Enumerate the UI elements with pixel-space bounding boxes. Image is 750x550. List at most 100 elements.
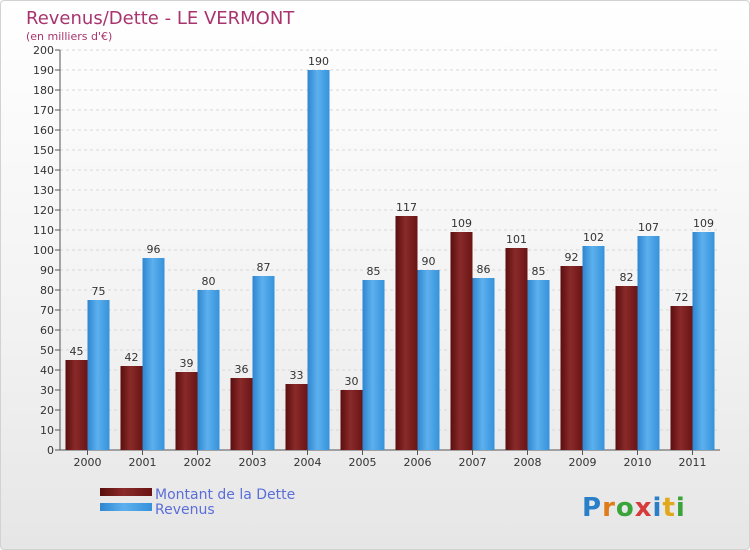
bar-debt (670, 306, 693, 450)
y-tick-label: 170 (33, 104, 54, 117)
bar-debt (615, 286, 638, 450)
y-tick-label: 40 (40, 364, 54, 377)
x-tick-label: 2002 (184, 456, 212, 469)
proxiti-logo: Proxiti (582, 493, 686, 523)
bar-revenus (362, 280, 385, 450)
y-tick-label: 140 (33, 164, 54, 177)
x-tick-label: 2010 (624, 456, 652, 469)
bar-revenus (87, 300, 110, 450)
legend-label-debt: Montant de la Dette (155, 487, 295, 503)
legend-label-revenus: Revenus (155, 502, 215, 518)
logo-letter: o (616, 493, 635, 523)
data-label-debt: 39 (180, 357, 194, 370)
data-label-revenus: 102 (583, 231, 604, 244)
x-tick-label: 2001 (129, 456, 157, 469)
logo-letter: P (582, 493, 602, 523)
y-tick-label: 70 (40, 304, 54, 317)
x-tick-label: 2008 (514, 456, 542, 469)
data-label-debt: 30 (345, 375, 359, 388)
bar-debt (175, 372, 198, 450)
x-tick-label: 2007 (459, 456, 487, 469)
data-label-debt: 109 (451, 217, 472, 230)
bars (65, 70, 715, 450)
bar-debt (120, 366, 143, 450)
y-tick-label: 50 (40, 344, 54, 357)
logo-letter: r (602, 493, 616, 523)
legend: Montant de la Dette Revenus (100, 487, 295, 518)
y-tick-label: 120 (33, 204, 54, 217)
y-tick-label: 150 (33, 144, 54, 157)
data-label-revenus: 109 (693, 217, 714, 230)
bar-debt (65, 360, 88, 450)
data-label-debt: 101 (506, 233, 527, 246)
data-label-debt: 33 (290, 369, 304, 382)
chart-title: Revenus/Dette - LE VERMONT (26, 8, 295, 29)
bar-revenus (252, 276, 275, 450)
y-tick-label: 60 (40, 324, 54, 337)
y-tick-label: 20 (40, 404, 54, 417)
legend-swatch-debt (100, 488, 152, 496)
axes: 0 10 20 30 40 50 60 70 80 90 100 110 120 130 140 150 160… (33, 44, 720, 469)
data-label-revenus: 75 (92, 285, 106, 298)
y-tick-label: 180 (33, 84, 54, 97)
data-labels: 45 75 42 96 39 80 36 87 33 190 30 85 117 90 109 86 101 85… (70, 55, 715, 388)
data-label-revenus: 80 (202, 275, 216, 288)
logo-letter: x (635, 493, 653, 523)
x-tick-label: 2000 (74, 456, 102, 469)
x-tick-label: 2005 (349, 456, 377, 469)
bar-revenus (527, 280, 550, 450)
data-label-revenus: 85 (367, 265, 381, 278)
bar-debt (285, 384, 308, 450)
logo-letter: i (653, 493, 663, 523)
logo-letter: i (676, 493, 686, 523)
data-label-debt: 82 (620, 271, 634, 284)
data-label-debt: 45 (70, 345, 84, 358)
data-label-debt: 36 (235, 363, 249, 376)
bar-debt (560, 266, 583, 450)
x-tick-label: 2006 (404, 456, 432, 469)
legend-swatch-revenus (100, 503, 152, 511)
y-tick-label: 190 (33, 64, 54, 77)
data-label-debt: 42 (125, 351, 139, 364)
y-tick-label: 80 (40, 284, 54, 297)
grid (60, 49, 720, 431)
bar-revenus (582, 246, 605, 450)
bar-revenus (472, 278, 495, 450)
bar-debt (230, 378, 253, 450)
bar-revenus (637, 236, 660, 450)
x-tick-label: 2009 (569, 456, 597, 469)
y-tick-label: 100 (33, 244, 54, 257)
y-tick-label: 30 (40, 384, 54, 397)
data-label-debt: 92 (565, 251, 579, 264)
bar-debt (450, 232, 473, 450)
y-tick-label: 160 (33, 124, 54, 137)
bar-debt (395, 216, 418, 450)
data-label-revenus: 85 (532, 265, 546, 278)
x-tick-label: 2011 (679, 456, 707, 469)
bar-revenus (692, 232, 715, 450)
y-tick-label: 110 (33, 224, 54, 237)
logo-letter: t (662, 493, 675, 523)
data-label-revenus: 90 (422, 255, 436, 268)
chart-subtitle: (en milliers d'€) (26, 30, 112, 43)
data-label-debt: 72 (675, 291, 689, 304)
bar-revenus (307, 70, 330, 450)
data-label-revenus: 190 (308, 55, 329, 68)
x-tick-label: 2003 (239, 456, 267, 469)
data-label-revenus: 86 (477, 263, 491, 276)
data-label-revenus: 107 (638, 221, 659, 234)
bar-revenus (197, 290, 220, 450)
data-label-debt: 117 (396, 201, 417, 214)
bar-debt (505, 248, 528, 450)
y-tick-label: 200 (33, 44, 54, 57)
data-label-revenus: 96 (147, 243, 161, 256)
data-label-revenus: 87 (257, 261, 271, 274)
bar-debt (340, 390, 363, 450)
x-tick-label: 2004 (294, 456, 322, 469)
bar-revenus (142, 258, 165, 450)
y-tick-label: 10 (40, 424, 54, 437)
y-tick-label: 130 (33, 184, 54, 197)
bar-revenus (417, 270, 440, 450)
